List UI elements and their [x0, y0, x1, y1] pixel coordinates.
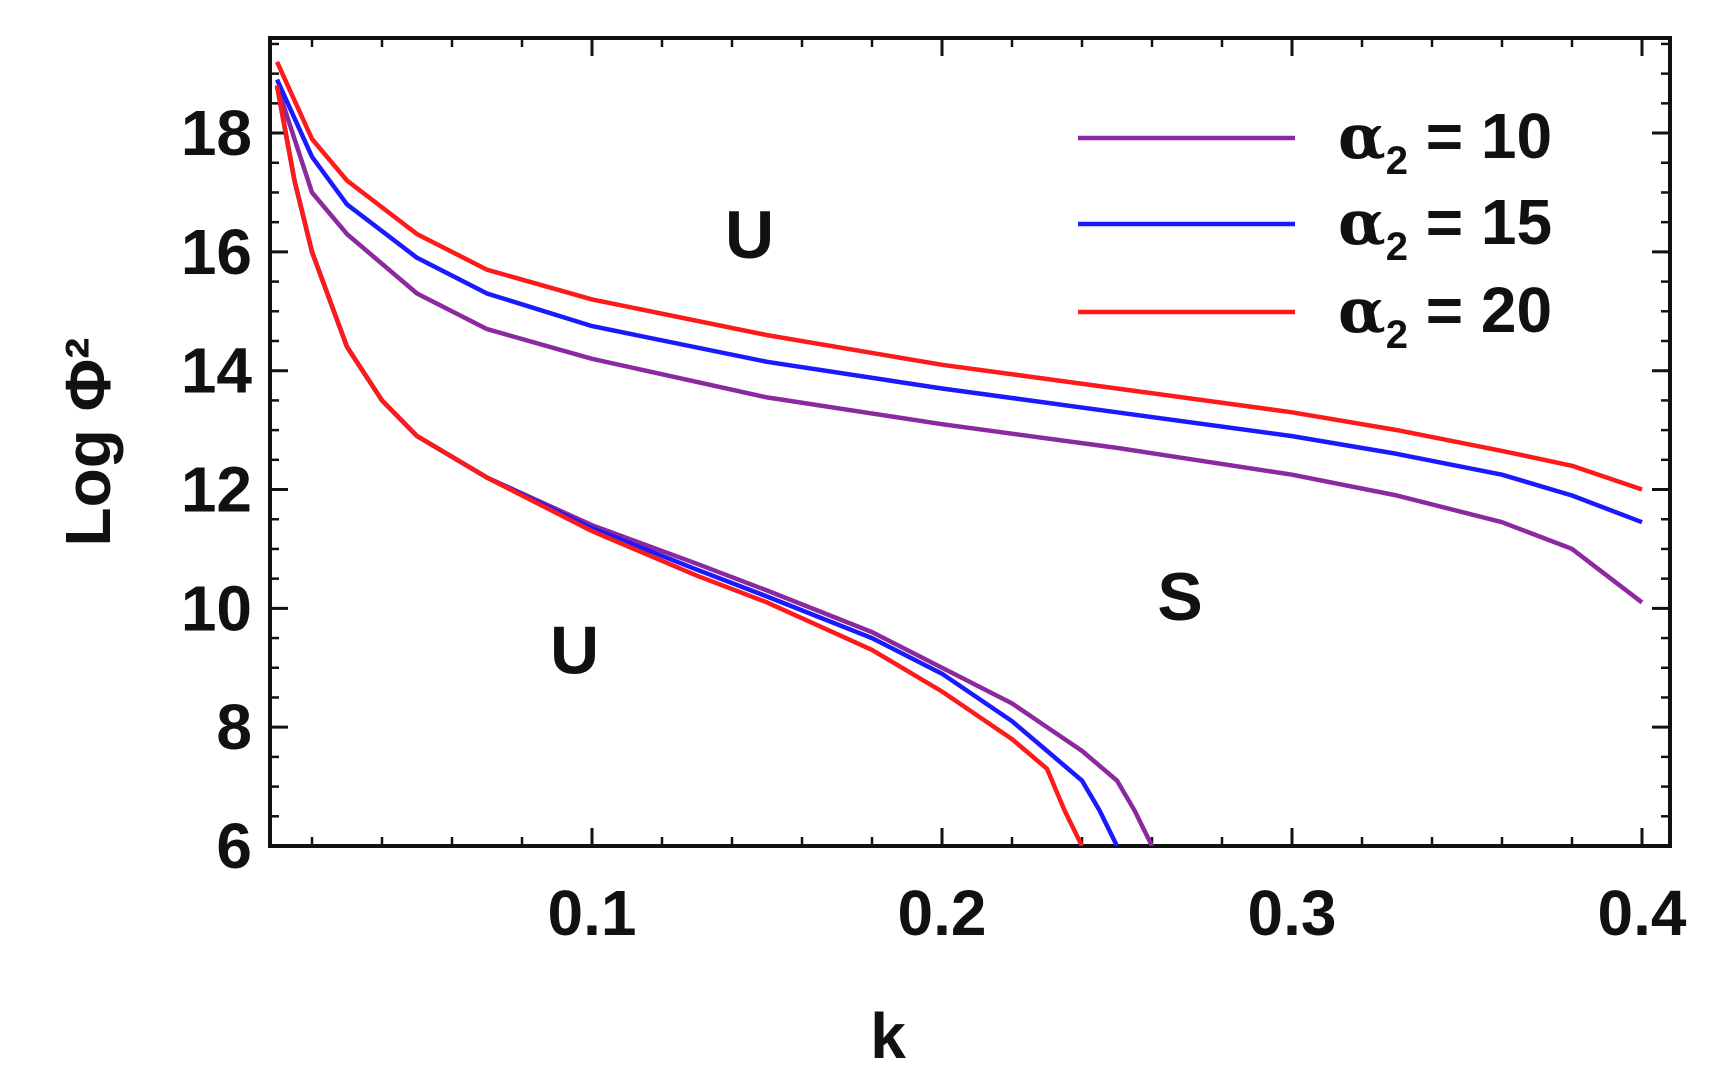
region-label: U [725, 197, 774, 273]
x-tick-label: 0.3 [1248, 877, 1337, 949]
y-tick-label: 10 [181, 572, 252, 644]
y-tick-label: 8 [216, 691, 252, 763]
y-tick-label: 18 [181, 97, 252, 169]
series-line-lower [274, 85, 1120, 846]
series-line-lower [274, 85, 1155, 846]
region-label: S [1157, 559, 1202, 635]
series-lines [274, 60, 1644, 846]
series-line-lower [274, 85, 1085, 846]
x-tick-labels: 0.1 0.2 0.3 0.4 [548, 877, 1687, 949]
y-tick-label: 6 [216, 810, 252, 882]
y-axis-title: Log Φ² [52, 338, 124, 547]
series-line-upper [274, 84, 1644, 605]
x-tick-label: 0.1 [548, 877, 637, 949]
legend-label: α2 = 10 [1338, 100, 1552, 183]
legend-label: α2 = 20 [1338, 274, 1552, 357]
x-axis-title: k [870, 1000, 906, 1072]
series-line-upper [274, 60, 1643, 492]
major-ticks [270, 38, 1670, 848]
region-label: U [550, 613, 599, 689]
y-tick-label: 14 [181, 335, 253, 407]
series-line-upper [274, 78, 1643, 525]
region-annotations: U U S [550, 197, 1203, 689]
plot-frame [268, 36, 1672, 848]
y-tick-label: 12 [181, 454, 252, 526]
x-tick-label: 0.4 [1598, 877, 1687, 949]
x-tick-label: 0.2 [898, 877, 987, 949]
y-tick-label: 16 [181, 216, 252, 288]
legend-label: α2 = 15 [1338, 186, 1552, 269]
y-tick-labels: 6 8 10 12 14 16 18 [181, 97, 253, 882]
